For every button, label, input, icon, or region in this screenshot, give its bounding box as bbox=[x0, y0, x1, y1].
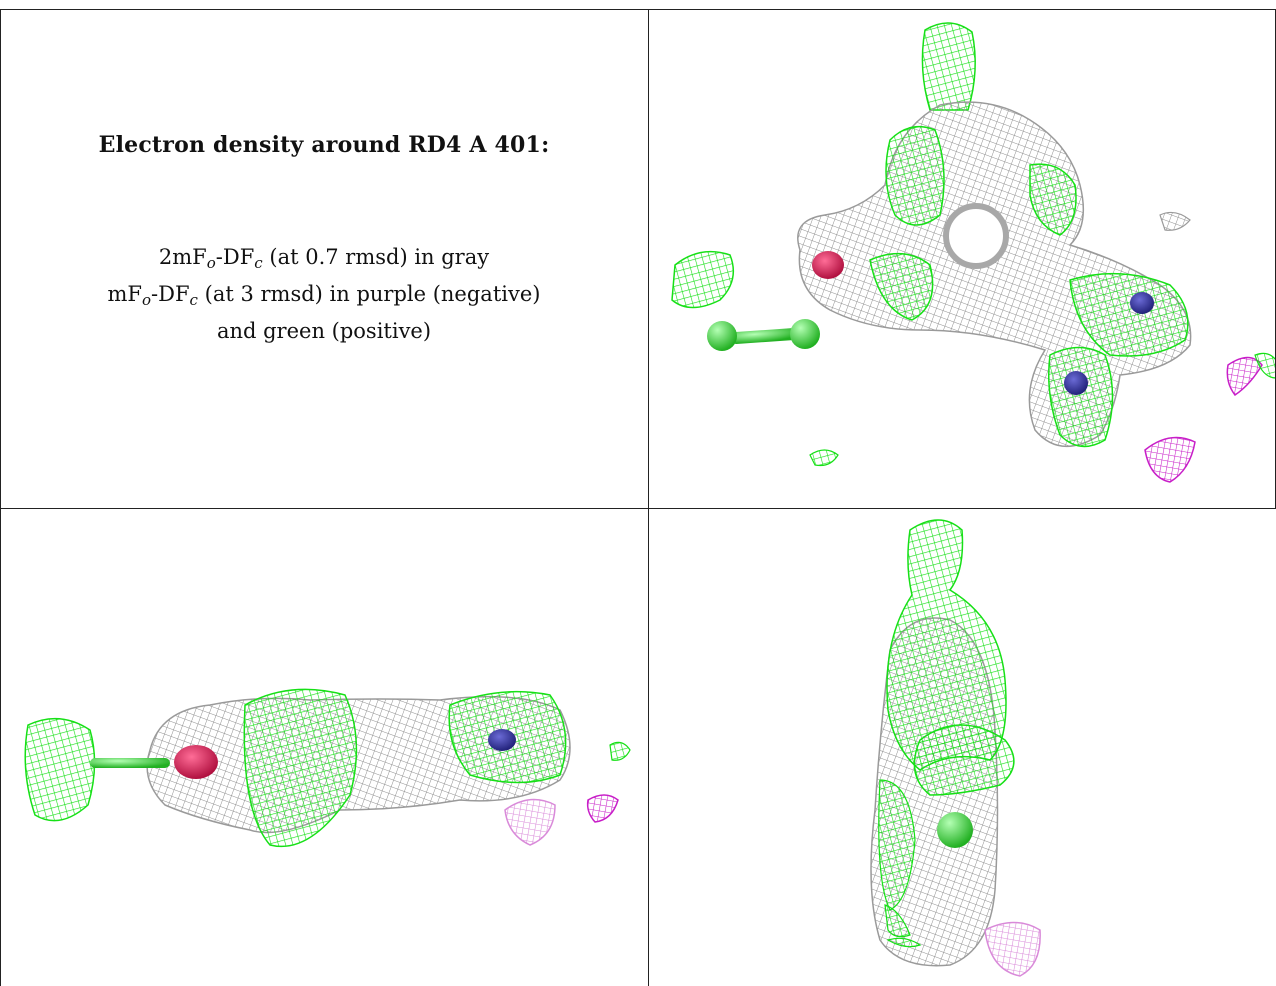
grid-rule-center bbox=[648, 9, 649, 986]
density-mesh-icon bbox=[870, 519, 1041, 977]
caption-line-purple: mFo-DFc (at 3 rmsd) in purple (negative) bbox=[107, 282, 541, 309]
caption-line-gray: 2mFo-DFc (at 0.7 rmsd) in gray bbox=[158, 245, 490, 272]
view-top-right bbox=[650, 10, 1276, 508]
view-bottom-left bbox=[0, 510, 648, 986]
density-mesh-icon bbox=[671, 22, 1276, 483]
caption-legend: 2mFo-DFc (at 0.7 rmsd) in gray mFo-DFc (… bbox=[0, 242, 648, 347]
grid-rule-top bbox=[0, 9, 1276, 10]
caption-cell: Electron density around RD4 A 401: 2mFo-… bbox=[0, 0, 648, 508]
view-bottom-right bbox=[650, 510, 1276, 986]
caption-line-green: and green (positive) bbox=[216, 319, 432, 343]
grid-rule-middle bbox=[0, 508, 1276, 509]
caption-title: Electron density around RD4 A 401: bbox=[98, 132, 550, 158]
density-mesh-icon bbox=[24, 688, 631, 848]
grid-rule-left bbox=[0, 9, 1, 986]
